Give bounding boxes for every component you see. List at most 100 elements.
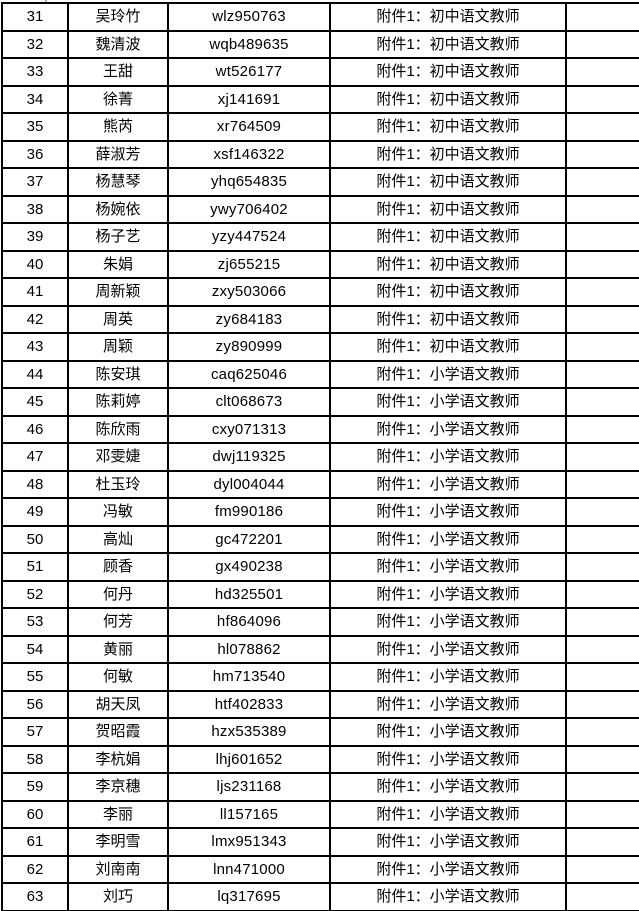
name-cell: 周新颖 bbox=[67, 277, 169, 307]
table-row: 35 熊芮 xr764509 附件1：初中语文教师 bbox=[1, 112, 639, 142]
attachment-cell: 附件1：小学语文教师 bbox=[329, 744, 567, 774]
name-cell: 杨婉依 bbox=[67, 194, 169, 224]
note-cell bbox=[565, 359, 639, 389]
row-number-cell: 46 bbox=[1, 414, 69, 444]
account-cell: caq625046 bbox=[167, 359, 331, 389]
account-cell: xsf146322 bbox=[167, 139, 331, 169]
attachment-cell: 附件1：初中语文教师 bbox=[329, 304, 567, 334]
table-row: 49 冯敏 fm990186 附件1：小学语文教师 bbox=[1, 497, 639, 527]
row-number-cell: 38 bbox=[1, 194, 69, 224]
attachment-cell: 附件1：小学语文教师 bbox=[329, 469, 567, 499]
table-row: 55 何敏 hm713540 附件1：小学语文教师 bbox=[1, 662, 639, 692]
note-cell bbox=[565, 524, 639, 554]
table-row: 43 周颖 zy890999 附件1：初中语文教师 bbox=[1, 332, 639, 362]
account-cell: wt526177 bbox=[167, 57, 331, 87]
attachment-cell: 附件1：初中语文教师 bbox=[329, 139, 567, 169]
table-row: 61 李明雪 lmx951343 附件1：小学语文教师 bbox=[1, 827, 639, 857]
note-cell bbox=[565, 552, 639, 582]
table-row: 59 李京穗 ljs231168 附件1：小学语文教师 bbox=[1, 772, 639, 802]
account-cell: lnn471000 bbox=[167, 854, 331, 884]
row-number-cell: 45 bbox=[1, 387, 69, 417]
table-row: 34 徐菁 xj141691 附件1：初中语文教师 bbox=[1, 84, 639, 114]
name-cell: 徐菁 bbox=[67, 84, 169, 114]
note-cell bbox=[565, 744, 639, 774]
attachment-cell: 附件1：小学语文教师 bbox=[329, 717, 567, 747]
attachment-cell: 附件1：小学语文教师 bbox=[329, 524, 567, 554]
table-row: 31 吴玲竹 wlz950763 附件1：初中语文教师 bbox=[1, 2, 639, 32]
account-cell: xr764509 bbox=[167, 112, 331, 142]
row-number-cell: 62 bbox=[1, 854, 69, 884]
name-cell: 陈安琪 bbox=[67, 359, 169, 389]
attachment-cell: 附件1：小学语文教师 bbox=[329, 854, 567, 884]
name-cell: 刘南南 bbox=[67, 854, 169, 884]
note-cell bbox=[565, 112, 639, 142]
cropped-row-border-remnant bbox=[45, 0, 47, 3]
attachment-cell: 附件1：小学语文教师 bbox=[329, 387, 567, 417]
account-cell: zxy503066 bbox=[167, 277, 331, 307]
account-cell: ll157165 bbox=[167, 799, 331, 829]
attachment-cell: 附件1：初中语文教师 bbox=[329, 249, 567, 279]
account-cell: zj655215 bbox=[167, 249, 331, 279]
name-cell: 高灿 bbox=[67, 524, 169, 554]
attachment-cell: 附件1：小学语文教师 bbox=[329, 359, 567, 389]
note-cell bbox=[565, 607, 639, 637]
note-cell bbox=[565, 84, 639, 114]
row-number-cell: 43 bbox=[1, 332, 69, 362]
table-row: 60 李丽 ll157165 附件1：小学语文教师 bbox=[1, 799, 639, 829]
name-cell: 贺昭霞 bbox=[67, 717, 169, 747]
note-cell bbox=[565, 772, 639, 802]
table-row: 46 陈欣雨 cxy071313 附件1：小学语文教师 bbox=[1, 414, 639, 444]
note-cell bbox=[565, 469, 639, 499]
note-cell bbox=[565, 387, 639, 417]
note-cell bbox=[565, 249, 639, 279]
row-number-cell: 31 bbox=[1, 2, 69, 32]
row-number-cell: 61 bbox=[1, 827, 69, 857]
name-cell: 何敏 bbox=[67, 662, 169, 692]
name-cell: 陈欣雨 bbox=[67, 414, 169, 444]
row-number-cell: 36 bbox=[1, 139, 69, 169]
attachment-cell: 附件1：小学语文教师 bbox=[329, 579, 567, 609]
account-cell: ljs231168 bbox=[167, 772, 331, 802]
table-row: 42 周英 zy684183 附件1：初中语文教师 bbox=[1, 304, 639, 334]
account-cell: lmx951343 bbox=[167, 827, 331, 857]
row-number-cell: 40 bbox=[1, 249, 69, 279]
note-cell bbox=[565, 332, 639, 362]
account-cell: htf402833 bbox=[167, 689, 331, 719]
name-cell: 李丽 bbox=[67, 799, 169, 829]
account-cell: gc472201 bbox=[167, 524, 331, 554]
table-row: 57 贺昭霞 hzx535389 附件1：小学语文教师 bbox=[1, 717, 639, 747]
account-cell: clt068673 bbox=[167, 387, 331, 417]
attachment-cell: 附件1：小学语文教师 bbox=[329, 882, 567, 911]
note-cell bbox=[565, 497, 639, 527]
account-cell: hl078862 bbox=[167, 634, 331, 664]
table-row: 56 胡天凤 htf402833 附件1：小学语文教师 bbox=[1, 689, 639, 719]
attachment-cell: 附件1：初中语文教师 bbox=[329, 57, 567, 87]
note-cell bbox=[565, 57, 639, 87]
account-cell: lq317695 bbox=[167, 882, 331, 911]
name-cell: 杨子艺 bbox=[67, 222, 169, 252]
table-row: 50 高灿 gc472201 附件1：小学语文教师 bbox=[1, 524, 639, 554]
attachment-cell: 附件1：初中语文教师 bbox=[329, 112, 567, 142]
account-cell: yhq654835 bbox=[167, 167, 331, 197]
row-number-cell: 48 bbox=[1, 469, 69, 499]
account-cell: fm990186 bbox=[167, 497, 331, 527]
table-row: 40 朱娟 zj655215 附件1：初中语文教师 bbox=[1, 249, 639, 279]
attachment-cell: 附件1：初中语文教师 bbox=[329, 222, 567, 252]
table-row: 48 杜玉玲 dyl004044 附件1：小学语文教师 bbox=[1, 469, 639, 499]
row-number-cell: 35 bbox=[1, 112, 69, 142]
account-cell: wqb489635 bbox=[167, 29, 331, 59]
note-cell bbox=[565, 579, 639, 609]
note-cell bbox=[565, 799, 639, 829]
attachment-cell: 附件1：小学语文教师 bbox=[329, 414, 567, 444]
account-cell: dwj119325 bbox=[167, 442, 331, 472]
table-row: 54 黄丽 hl078862 附件1：小学语文教师 bbox=[1, 634, 639, 664]
row-number-cell: 37 bbox=[1, 167, 69, 197]
row-number-cell: 32 bbox=[1, 29, 69, 59]
row-number-cell: 39 bbox=[1, 222, 69, 252]
name-cell: 何芳 bbox=[67, 607, 169, 637]
note-cell bbox=[565, 662, 639, 692]
account-cell: yzy447524 bbox=[167, 222, 331, 252]
attachment-cell: 附件1：初中语文教师 bbox=[329, 29, 567, 59]
account-cell: lhj601652 bbox=[167, 744, 331, 774]
name-cell: 朱娟 bbox=[67, 249, 169, 279]
